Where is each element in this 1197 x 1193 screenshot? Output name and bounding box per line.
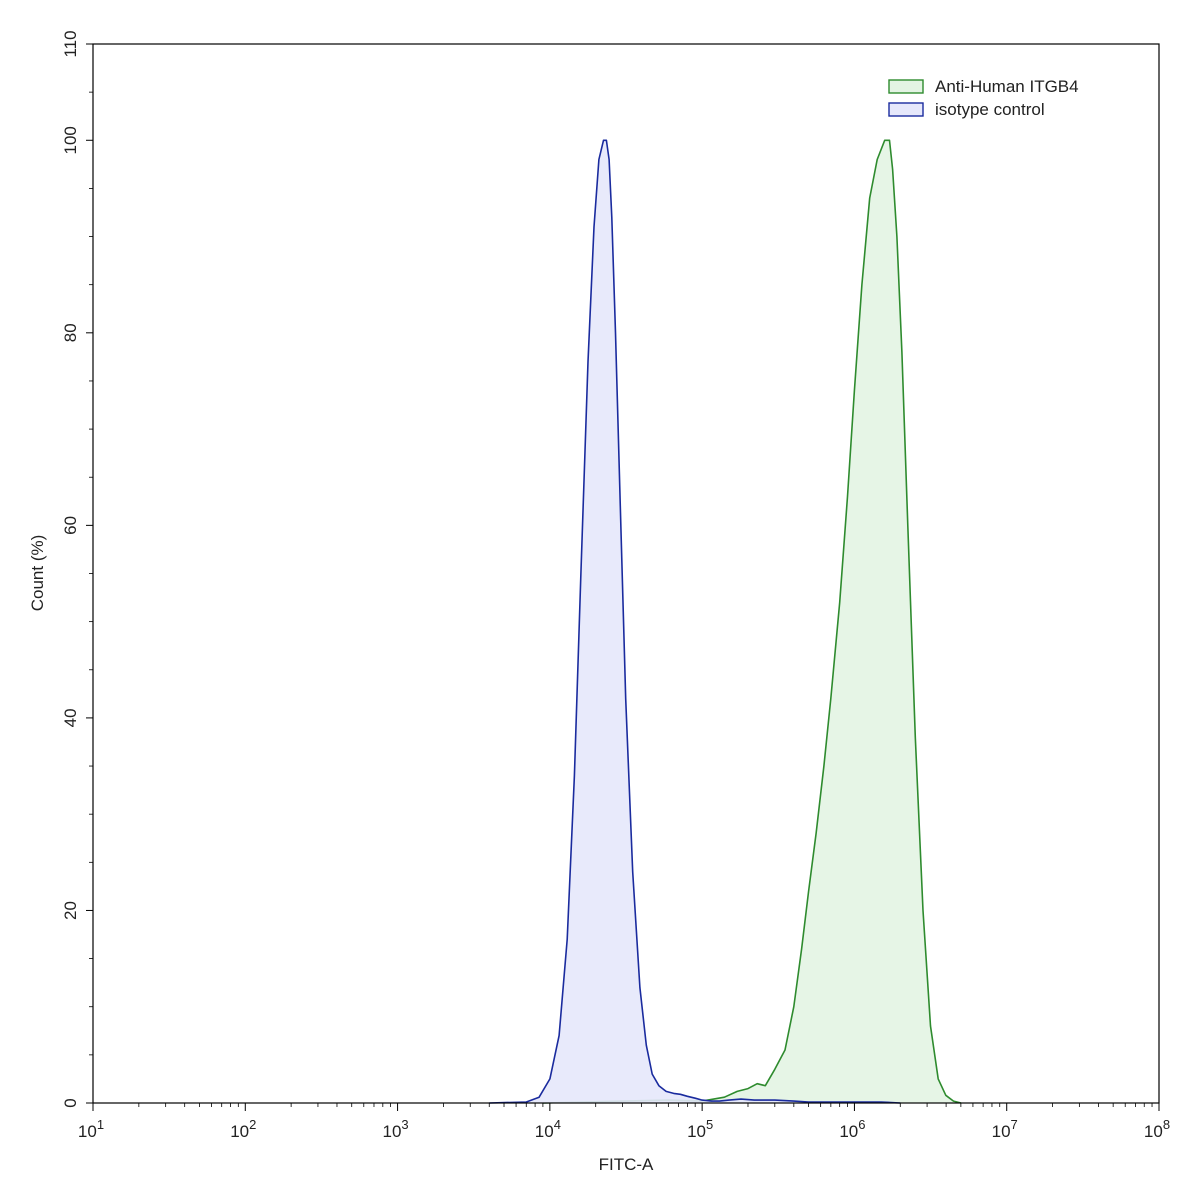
legend-swatch (888, 79, 924, 94)
y-axis: 0 20 40 60 80 100 110 (61, 30, 93, 1108)
legend: Anti-Human ITGB4 isotype control (888, 77, 1079, 119)
x-axis: 101 102 103 104 105 106 107 108 (78, 1103, 1170, 1141)
y-tick-label: 0 (61, 1098, 80, 1107)
y-tick-label: 80 (61, 323, 80, 342)
series-fill-0 (542, 140, 961, 1104)
series-fill-1 (489, 140, 901, 1104)
y-tick-label: 40 (61, 708, 80, 727)
x-tick-label: 104 (535, 1117, 561, 1141)
legend-label: Anti-Human ITGB4 (935, 77, 1079, 96)
y-axis-title: Count (%) (28, 535, 47, 612)
y-tick-label: 60 (61, 516, 80, 535)
x-tick-label: 102 (230, 1117, 256, 1141)
series-line-0 (542, 139, 962, 1104)
series-layer (489, 139, 962, 1104)
x-tick-label: 106 (839, 1117, 865, 1141)
x-tick-label: 101 (78, 1117, 104, 1141)
x-tick-label: 103 (382, 1117, 408, 1141)
series-line-1 (489, 139, 901, 1104)
x-axis-title: FITC-A (599, 1155, 654, 1174)
legend-swatch (888, 102, 924, 117)
legend-label: isotype control (935, 100, 1045, 119)
y-tick-label: 110 (61, 30, 80, 57)
x-tick-label: 108 (1144, 1117, 1170, 1141)
y-tick-label: 100 (61, 126, 80, 154)
x-tick-label: 107 (992, 1117, 1018, 1141)
y-tick-label: 20 (61, 901, 80, 920)
x-tick-label: 105 (687, 1117, 713, 1141)
